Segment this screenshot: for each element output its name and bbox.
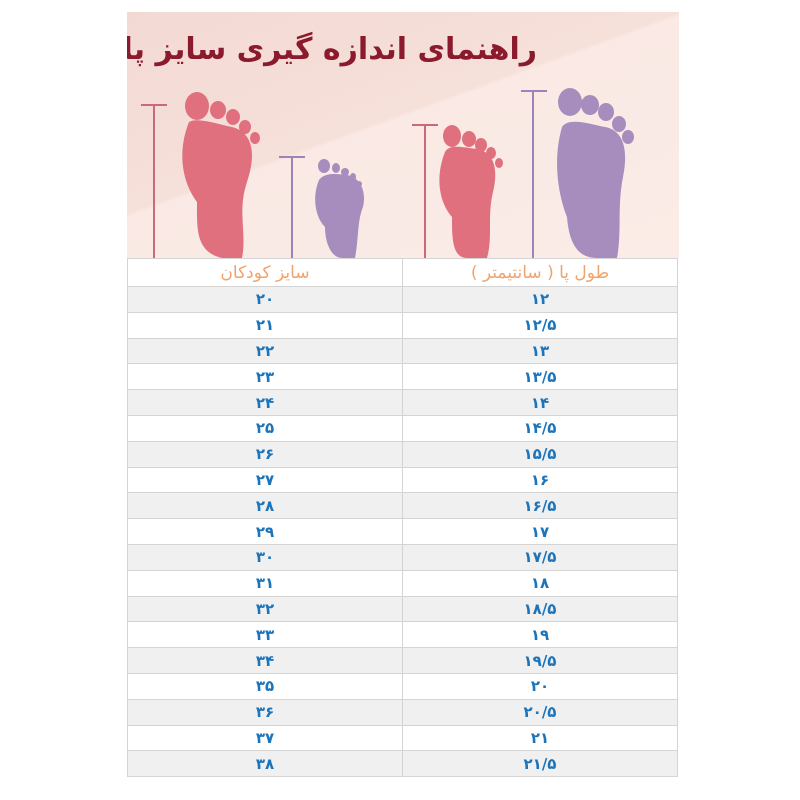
- foot-icon-purple-large: [557, 88, 634, 258]
- table-row: ۳۴ ۱۹/۵: [127, 647, 678, 674]
- size-cell: ۳۶: [127, 698, 403, 726]
- header-foot-length: طول پا ( سانتیمتر ): [402, 258, 678, 287]
- table-row: ۳۶ ۲۰/۵: [127, 698, 678, 726]
- size-cell: ۳۰: [127, 543, 403, 571]
- size-table: سایز کودکان طول پا ( سانتیمتر ) ۲۰ ۱۲ ۲۱ ۱۲…: [127, 258, 678, 778]
- table-row: ۲۱ ۱۲/۵: [127, 311, 678, 339]
- size-cell: ۲۲: [127, 337, 403, 365]
- size-cell: ۲۳: [127, 363, 403, 391]
- table-row: ۳۵ ۲۰: [127, 672, 678, 700]
- size-cell: ۳۷: [127, 724, 403, 752]
- size-guide-banner: راهنمای اندازه گیری سایز پا: [127, 12, 679, 258]
- size-cell: ۲۵: [127, 414, 403, 442]
- length-cell: ۱۲: [402, 286, 678, 313]
- size-cell: ۲۹: [127, 518, 403, 545]
- length-cell: ۱۳: [402, 337, 678, 365]
- measure-bar-1: [141, 104, 167, 258]
- measure-bar-2: [279, 156, 305, 258]
- table-row: ۲۷ ۱۶: [127, 466, 678, 494]
- length-cell: ۲۱/۵: [402, 750, 678, 778]
- measure-bar-3: [412, 124, 438, 258]
- table-row: ۲۸ ۱۶/۵: [127, 492, 678, 520]
- size-cell: ۳۲: [127, 595, 403, 623]
- length-cell: ۱۴/۵: [402, 414, 678, 442]
- length-cell: ۱۵/۵: [402, 440, 678, 468]
- length-cell: ۱۴: [402, 389, 678, 416]
- table-header-row: سایز کودکان طول پا ( سانتیمتر ): [127, 258, 678, 287]
- size-cell: ۳۳: [127, 621, 403, 649]
- table-row: ۳۷ ۲۱: [127, 724, 678, 752]
- size-cell: ۳۴: [127, 647, 403, 674]
- length-cell: ۱۶/۵: [402, 492, 678, 520]
- table-row: ۳۲ ۱۸/۵: [127, 595, 678, 623]
- size-cell: ۲۷: [127, 466, 403, 494]
- table-row: ۲۳ ۱۳/۵: [127, 363, 678, 391]
- foot-icon-purple-small: [315, 159, 365, 258]
- table-row: ۲۶ ۱۵/۵: [127, 440, 678, 468]
- table-row: ۳۱ ۱۸: [127, 569, 678, 597]
- feet-illustration: [141, 88, 634, 258]
- size-cell: ۳۵: [127, 672, 403, 700]
- table-row: ۲۲ ۱۳: [127, 337, 678, 365]
- header-kids-size: سایز کودکان: [127, 258, 403, 287]
- foot-icon-pink-large: [182, 92, 260, 258]
- table-row: ۲۵ ۱۴/۵: [127, 414, 678, 442]
- table-row: ۲۴ ۱۴: [127, 389, 678, 416]
- length-cell: ۱۶: [402, 466, 678, 494]
- banner-title: راهنمای اندازه گیری سایز پا: [127, 32, 537, 67]
- size-cell: ۳۱: [127, 569, 403, 597]
- table-row: ۳۰ ۱۷/۵: [127, 543, 678, 571]
- table-row: ۲۰ ۱۲: [127, 286, 678, 313]
- length-cell: ۲۱: [402, 724, 678, 752]
- table-row: ۲۹ ۱۷: [127, 518, 678, 545]
- length-cell: ۱۸: [402, 569, 678, 597]
- length-cell: ۱۸/۵: [402, 595, 678, 623]
- foot-icon-pink-medium: [439, 125, 503, 258]
- length-cell: ۲۰: [402, 672, 678, 700]
- measure-bar-4: [521, 90, 547, 258]
- size-cell: ۲۴: [127, 389, 403, 416]
- table-row: ۳۳ ۱۹: [127, 621, 678, 649]
- length-cell: ۲۰/۵: [402, 698, 678, 726]
- length-cell: ۱۳/۵: [402, 363, 678, 391]
- length-cell: ۱۷: [402, 518, 678, 545]
- size-cell: ۳۸: [127, 750, 403, 778]
- size-cell: ۲۶: [127, 440, 403, 468]
- size-cell: ۲۰: [127, 286, 403, 313]
- table-row: ۳۸ ۲۱/۵: [127, 750, 678, 778]
- size-cell: ۲۱: [127, 311, 403, 339]
- size-cell: ۲۸: [127, 492, 403, 520]
- length-cell: ۱۹: [402, 621, 678, 649]
- length-cell: ۱۷/۵: [402, 543, 678, 571]
- length-cell: ۱۲/۵: [402, 311, 678, 339]
- length-cell: ۱۹/۵: [402, 647, 678, 674]
